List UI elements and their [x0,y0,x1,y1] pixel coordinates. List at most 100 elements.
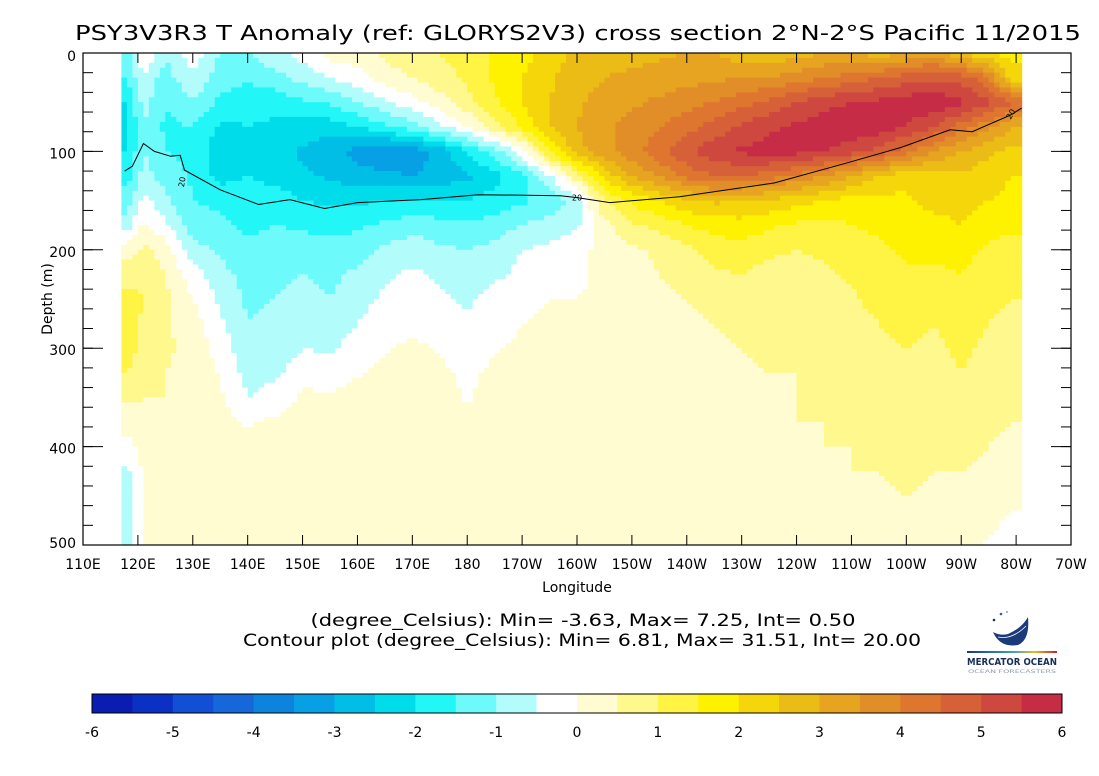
heatmap-cell [121,481,133,487]
heatmap-cell [181,215,227,221]
heatmap-cell [143,161,150,167]
heatmap-cell [994,57,1012,64]
heatmap-cell [450,180,501,187]
heatmap-cell [346,121,386,128]
heatmap-cell [494,353,748,359]
heatmap-cell [566,151,578,157]
heatmap-cell [856,136,896,143]
x-tick-label: 170E [395,557,431,573]
heatmap-cell [154,249,172,256]
heatmap-cell [549,112,584,118]
colorbar-swatch [859,694,901,713]
heatmap-cell [390,239,435,246]
heatmap-cell [620,166,644,172]
heatmap-cell [549,102,584,108]
heatmap-cell [154,82,183,89]
heatmap-cell [121,353,133,359]
heatmap-cell [340,107,380,113]
heatmap-cell [961,269,1023,275]
heatmap-cell [747,235,880,241]
y-tick-label: 400 [49,442,76,458]
heatmap-cell [1010,422,1023,428]
heatmap-cell [121,392,166,398]
heatmap-cell [456,72,490,79]
heatmap-cell [961,112,984,118]
heatmap-cell [763,190,820,197]
heatmap-cell [330,116,370,123]
heatmap-cell [944,116,973,123]
heatmap-cell [456,372,479,379]
heatmap-cell [681,112,726,118]
heatmap-cell [566,171,578,177]
heatmap-cell [209,171,315,177]
heatmap-cell [132,200,139,207]
heatmap-cell [280,289,326,295]
heatmap-cell [834,171,864,177]
heatmap-cell [582,205,589,212]
heatmap-cell [417,77,463,84]
heatmap-cell [796,372,1023,379]
heatmap-cell [555,82,600,89]
heatmap-cell [137,289,172,295]
heatmap-cell [121,397,144,403]
heatmap-cell [236,284,287,290]
heatmap-cell [291,279,315,285]
colorbar-swatch [213,694,255,713]
heatmap-cell [522,87,556,93]
heatmap-cell [121,161,133,167]
heatmap-cell [126,131,139,138]
heatmap-cell [121,289,139,295]
heatmap-cell [231,220,380,226]
heatmap-cell [972,348,1023,354]
heatmap-cell [203,82,243,89]
heatmap-cell [928,112,962,118]
heatmap-cell [461,303,474,310]
heatmap-cell [231,412,282,418]
heatmap-cell [258,308,370,315]
heatmap-cell [686,299,864,305]
heatmap-cell [181,166,210,172]
heatmap-cell [132,495,144,502]
heatmap-cell [840,274,1023,280]
heatmap-cell [148,195,172,202]
heatmap-cell [313,200,370,207]
heatmap-cell [994,116,1012,123]
heatmap-cell [829,166,864,172]
heatmap-cell [225,318,359,325]
heatmap-cell [253,53,293,59]
heatmap-cell [417,97,452,103]
heatmap-cell [456,244,474,251]
heatmap-cell [681,220,798,226]
heatmap-cell [313,387,337,394]
heatmap-cell [966,136,995,143]
heatmap-cell [209,136,320,143]
heatmap-cell [598,171,611,177]
heatmap-cell [406,126,430,133]
heatmap-cell [170,313,199,320]
heatmap-cell [730,57,787,64]
heatmap-cell [143,525,1001,531]
heatmap-cell [1005,303,1023,310]
colorbar-swatch [940,694,982,713]
heatmap-cell [604,156,627,162]
heatmap-cell [615,230,660,236]
heatmap-cell [708,259,765,266]
x-tick-label: 170W [502,557,543,573]
colorbar-tick-label: -5 [166,725,180,741]
heatmap-cell [220,308,249,315]
heatmap-cell [143,530,995,536]
heatmap-cell [220,92,287,98]
heatmap-cell [593,220,611,226]
heatmap-cell [192,259,227,266]
heatmap-cell [170,353,210,359]
heatmap-cell [170,323,205,330]
heatmap-cell [308,166,375,172]
heatmap-cell [170,112,205,118]
heatmap-cell [780,195,842,202]
heatmap-cell [176,264,199,271]
heatmap-cell [571,190,584,197]
heatmap-cell [538,176,556,182]
heatmap-cell [242,422,254,428]
contour-line-20 [124,107,1022,210]
